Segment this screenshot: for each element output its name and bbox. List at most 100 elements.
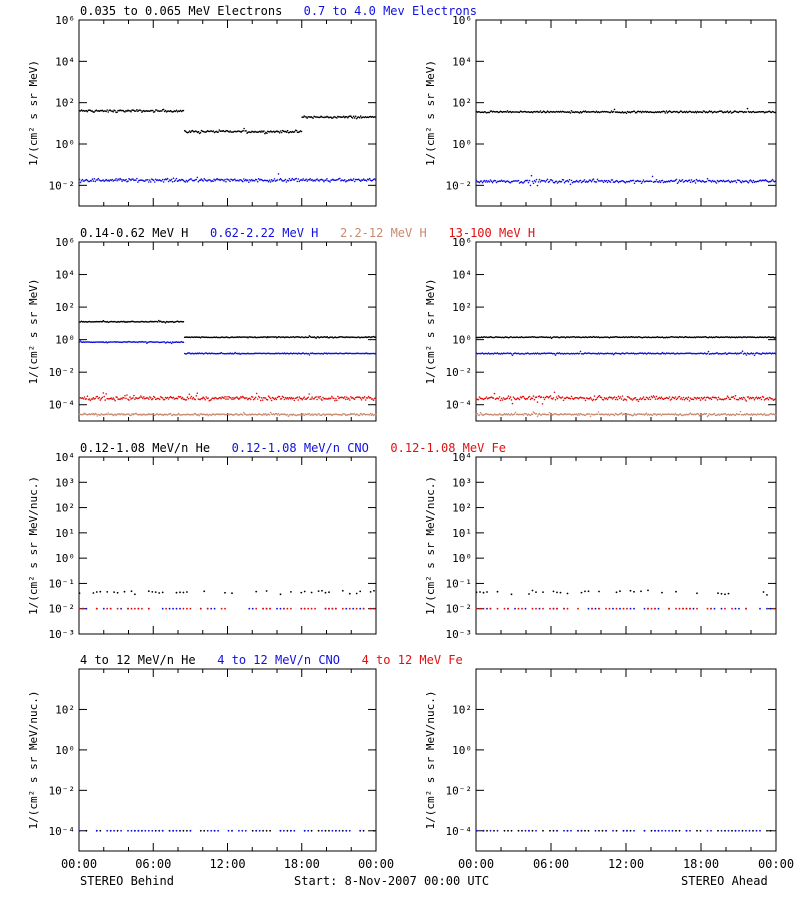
data-point-ahead-13-100-mev-h — [630, 398, 633, 400]
data-point-behind-0-7-to-4-0-mev-electrons — [352, 178, 355, 180]
data-point-behind-13-100-mev-h — [86, 395, 89, 398]
data-point-ahead-0-7-to-4-0-mev-electrons — [747, 181, 750, 184]
data-point-behind-0-7-to-4-0-mev-electrons — [214, 179, 216, 182]
data-point-behind-4-to-12-mev-n-he — [251, 829, 254, 832]
data-point-ahead-0-62-2-22-mev-h — [744, 352, 747, 355]
data-point-ahead-0-62-2-22-mev-h — [724, 352, 727, 354]
data-point-behind-0-7-to-4-0-mev-electrons — [347, 180, 349, 182]
data-point-behind-13-100-mev-h — [269, 397, 272, 400]
data-point-behind-0-62-2-22-mev-h — [182, 341, 185, 344]
data-point-ahead-0-7-to-4-0-mev-electrons — [601, 180, 604, 182]
data-point-behind-2-2-12-mev-h — [302, 413, 305, 415]
data-point-ahead-0-7-to-4-0-mev-electrons — [571, 181, 574, 184]
data-point-behind-13-100-mev-h — [260, 397, 263, 399]
data-point-ahead-4-to-12-mev-n-cno — [734, 829, 737, 832]
data-point-behind-2-2-12-mev-h — [341, 414, 343, 417]
data-point-behind-0-035-to-0-065-mev-electrons — [302, 116, 305, 118]
data-point-behind-0-035-to-0-065-mev-electrons — [260, 131, 262, 133]
data-point-behind-0-7-to-4-0-mev-electrons — [152, 179, 155, 182]
data-point-ahead-2-2-12-mev-h — [613, 414, 616, 417]
data-point-ahead-13-100-mev-h — [619, 396, 622, 398]
data-point-behind-13-100-mev-h — [140, 395, 142, 397]
data-point-behind-0-14-0-62-mev-h — [326, 335, 329, 338]
data-point-ahead-0-035-to-0-065-mev-electrons — [539, 110, 542, 112]
data-point-behind-0-035-to-0-065-mev-electrons — [91, 110, 94, 112]
data-point-ahead-0-12-1-08-mev-fe — [710, 607, 712, 610]
data-point-behind-13-100-mev-h — [110, 397, 112, 399]
y-tick-label-behind-0: 10⁶ — [55, 14, 75, 27]
data-point-behind-13-100-mev-h — [185, 399, 188, 401]
data-point-behind-0-7-to-4-0-mev-electrons — [213, 178, 215, 181]
data-point-behind-13-100-mev-h — [300, 397, 303, 400]
data-point-ahead-4-to-12-mev-n-cno — [535, 829, 537, 832]
data-point-ahead-0-12-1-08-mev-n-he — [559, 591, 562, 594]
data-point-behind-0-14-0-62-mev-h — [101, 320, 104, 323]
data-point-ahead-13-100-mev-h — [621, 395, 624, 397]
data-point-behind-13-100-mev-h — [204, 398, 206, 401]
legend-3-0: 4 to 12 MeV/n He — [80, 653, 196, 667]
data-point-behind-13-100-mev-h — [91, 398, 94, 400]
data-point-ahead-0-12-1-08-mev-fe — [577, 607, 579, 610]
data-point-behind-0-7-to-4-0-mev-electrons — [93, 177, 96, 180]
data-point-ahead-13-100-mev-h — [564, 397, 567, 400]
y-tick-label-ahead-2: 10² — [452, 502, 472, 515]
data-point-behind-4-to-12-mev-n-he — [85, 829, 88, 832]
data-point-ahead-4-to-12-mev-n-he — [741, 829, 744, 832]
data-point-ahead-0-7-to-4-0-mev-electrons — [478, 181, 481, 184]
data-point-ahead-0-035-to-0-065-mev-electrons — [640, 111, 643, 114]
data-point-behind-0-7-to-4-0-mev-electrons — [94, 180, 97, 183]
data-point-behind-0-12-1-08-mev-n-he — [348, 592, 351, 595]
data-point-behind-0-7-to-4-0-mev-electrons — [120, 178, 122, 181]
data-point-ahead-0-035-to-0-065-mev-electrons — [505, 111, 508, 113]
data-point-behind-13-100-mev-h — [362, 397, 365, 399]
data-point-behind-0-7-to-4-0-mev-electrons — [256, 180, 259, 183]
data-point-behind-0-7-to-4-0-mev-electrons — [323, 180, 325, 183]
data-point-ahead-2-2-12-mev-h — [548, 411, 551, 414]
data-point-behind-13-100-mev-h — [98, 396, 101, 399]
data-point-behind-13-100-mev-h — [224, 396, 226, 398]
data-point-ahead-13-100-mev-h — [717, 396, 720, 399]
data-point-ahead-13-100-mev-h — [660, 396, 663, 399]
y-tick-label-ahead-2: 10⁴ — [452, 451, 472, 464]
data-point-ahead-0-035-to-0-065-mev-electrons — [729, 110, 732, 113]
data-point-behind-4-to-12-mev-n-cno — [130, 829, 133, 832]
data-point-ahead-0-7-to-4-0-mev-electrons — [528, 179, 531, 182]
y-tick-label-behind-2: 10⁰ — [55, 552, 75, 565]
data-point-behind-0-12-1-08-mev-n-he — [186, 591, 188, 593]
data-point-ahead-4-to-12-mev-n-cno — [689, 829, 691, 832]
data-point-ahead-13-100-mev-h — [555, 396, 558, 398]
data-point-behind-0-035-to-0-065-mev-electrons — [164, 109, 167, 112]
data-point-behind-2-2-12-mev-h — [323, 413, 325, 415]
data-point-ahead-13-100-mev-h — [687, 396, 690, 399]
data-point-behind-4-to-12-mev-n-cno — [151, 829, 154, 832]
data-point-behind-13-100-mev-h — [286, 396, 289, 399]
data-point-ahead-0-12-1-08-mev-fe — [517, 607, 520, 610]
data-point-behind-13-100-mev-h — [336, 399, 338, 402]
data-point-ahead-0-7-to-4-0-mev-electrons — [624, 182, 627, 184]
data-point-behind-13-100-mev-h — [287, 398, 290, 400]
data-point-ahead-0-7-to-4-0-mev-electrons — [544, 181, 547, 183]
data-point-ahead-0-035-to-0-065-mev-electrons — [570, 110, 573, 112]
data-point-behind-2-2-12-mev-h — [316, 414, 318, 417]
data-point-behind-0-7-to-4-0-mev-electrons — [154, 178, 157, 181]
data-point-ahead-13-100-mev-h — [570, 395, 573, 398]
data-point-ahead-2-2-12-mev-h — [744, 414, 747, 416]
data-point-behind-0-12-1-08-mev-fe — [303, 607, 306, 610]
data-point-behind-13-100-mev-h — [316, 398, 318, 401]
data-point-ahead-13-100-mev-h — [593, 395, 596, 397]
data-point-ahead-0-12-1-08-mev-fe — [479, 607, 481, 610]
data-point-behind-0-12-1-08-mev-n-cno — [213, 607, 216, 610]
data-point-ahead-13-100-mev-h — [602, 399, 605, 401]
data-point-ahead-4-to-12-mev-n-cno — [706, 829, 709, 832]
data-point-behind-0-12-1-08-mev-fe — [355, 607, 358, 610]
x-tick-label-ahead: 00:00 — [758, 857, 794, 871]
data-point-behind-2-2-12-mev-h — [128, 413, 130, 416]
data-point-behind-13-100-mev-h — [225, 398, 227, 400]
data-point-behind-13-100-mev-h — [152, 397, 154, 400]
data-point-behind-0-035-to-0-065-mev-electrons — [352, 115, 355, 118]
data-point-behind-13-100-mev-h — [346, 396, 348, 399]
data-point-ahead-4-to-12-mev-n-cno — [727, 829, 730, 832]
data-point-ahead-4-to-12-mev-n-he — [731, 829, 733, 832]
data-point-ahead-13-100-mev-h — [613, 396, 616, 398]
data-point-behind-13-100-mev-h — [233, 398, 235, 400]
